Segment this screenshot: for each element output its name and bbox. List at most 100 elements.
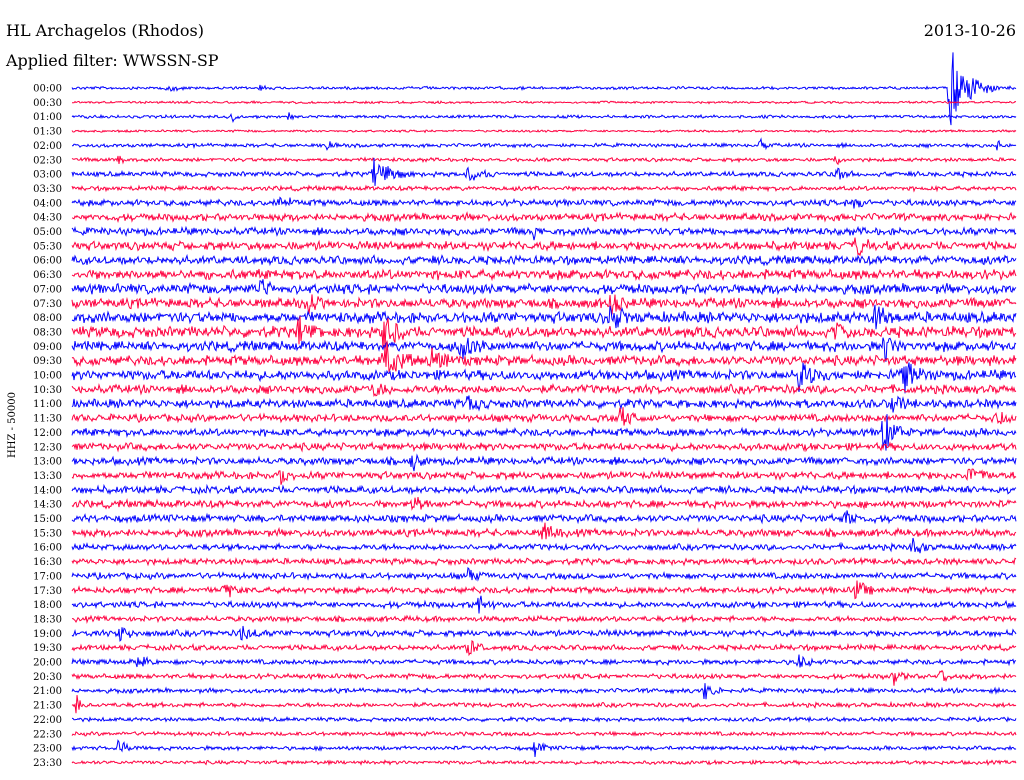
trace-line-1900 <box>71 625 1017 642</box>
row-time-label: 09:30 <box>33 356 62 367</box>
trace-line-0830 <box>71 316 1017 350</box>
trace-line-1000 <box>71 362 1017 394</box>
trace-line-0430 <box>71 211 1017 223</box>
row-time-label: 02:30 <box>33 155 62 166</box>
trace-line-0100 <box>71 112 1017 124</box>
trace-line-1730 <box>71 580 1017 600</box>
row-time-label: 00:00 <box>33 84 62 95</box>
trace-line-0530 <box>71 237 1017 257</box>
row-time-label: 14:30 <box>33 500 62 511</box>
trace-line-0130 <box>71 128 1017 134</box>
row-time-label: 07:00 <box>33 284 62 295</box>
row-time-label: 00:30 <box>33 98 62 109</box>
row-time-label: 21:30 <box>33 701 62 712</box>
row-time-label: 15:00 <box>33 514 62 525</box>
trace-line-0800 <box>71 304 1017 330</box>
row-time-label: 10:30 <box>33 385 62 396</box>
row-time-label: 16:00 <box>33 543 62 554</box>
row-time-label: 14:00 <box>33 485 62 496</box>
row-time-label: 05:30 <box>33 241 62 252</box>
trace-line-0730 <box>71 294 1017 315</box>
trace-line-2000 <box>71 654 1017 668</box>
trace-line-2100 <box>71 683 1017 700</box>
row-time-label: 11:30 <box>33 414 62 425</box>
row-time-label: 04:30 <box>33 213 62 224</box>
row-label-group: 00:00 00:30 01:00 01:30 02:00 02:30 03:00 03:30… <box>33 84 62 769</box>
row-time-label: 19:30 <box>33 643 62 654</box>
trace-line-1800 <box>71 595 1017 614</box>
trace-line-1700 <box>71 566 1017 582</box>
row-time-label: 10:00 <box>33 371 62 382</box>
trace-line-1400 <box>71 483 1017 496</box>
filter-label: Applied filter: WWSSN-SP <box>5 51 219 70</box>
row-time-label: 23:30 <box>33 758 62 769</box>
trace-line-1300 <box>71 453 1017 472</box>
trace-line-1430 <box>71 497 1017 511</box>
trace-line-0630 <box>71 267 1017 282</box>
row-time-label: 18:00 <box>33 600 62 611</box>
trace-line-2300 <box>71 739 1017 758</box>
row-time-label: 06:30 <box>33 270 62 281</box>
trace-line-1830 <box>71 614 1017 625</box>
trace-line-0030 <box>71 100 1017 105</box>
row-time-label: 02:00 <box>33 141 62 152</box>
trace-line-2130 <box>71 695 1017 714</box>
row-time-label: 16:30 <box>33 557 62 568</box>
row-time-label: 17:30 <box>33 586 62 597</box>
row-time-label: 11:00 <box>33 399 62 410</box>
trace-line-0700 <box>71 279 1017 296</box>
trace-line-0230 <box>71 155 1017 166</box>
row-time-label: 01:00 <box>33 112 62 123</box>
row-time-label: 23:00 <box>33 744 62 755</box>
row-time-label: 20:00 <box>33 658 62 669</box>
row-time-label: 03:00 <box>33 170 62 181</box>
trace-line-1530 <box>71 522 1017 540</box>
row-time-label: 08:00 <box>33 313 62 324</box>
row-time-label: 05:00 <box>33 227 62 238</box>
trace-line-1330 <box>71 468 1017 485</box>
trace-line-1930 <box>71 639 1017 657</box>
trace-line-1500 <box>71 510 1017 525</box>
row-time-label: 17:00 <box>33 571 62 582</box>
trace-line-2330 <box>71 759 1017 766</box>
chart-title: HL Archagelos (Rhodos) <box>6 21 204 40</box>
trace-line-2030 <box>71 669 1017 686</box>
trace-line-0330 <box>71 184 1017 193</box>
trace-line-2230 <box>71 730 1017 738</box>
row-time-label: 09:00 <box>33 342 62 353</box>
trace-line-0000 <box>71 52 1017 126</box>
trace-group <box>71 52 1017 766</box>
row-time-label: 13:00 <box>33 457 62 468</box>
row-time-label: 19:00 <box>33 629 62 640</box>
row-time-label: 07:30 <box>33 299 62 310</box>
row-time-label: 22:30 <box>33 729 62 740</box>
row-time-label: 12:00 <box>33 428 62 439</box>
trace-line-0400 <box>71 196 1017 209</box>
y-axis-label: HHZ - 50000 <box>7 392 18 458</box>
row-time-label: 20:30 <box>33 672 62 683</box>
trace-line-1200 <box>71 414 1017 451</box>
trace-line-1630 <box>71 556 1017 567</box>
row-time-label: 06:00 <box>33 256 62 267</box>
row-time-label: 21:00 <box>33 686 62 697</box>
trace-line-0200 <box>72 137 1017 151</box>
trace-line-0930 <box>71 340 1017 373</box>
trace-line-0900 <box>71 337 1017 362</box>
trace-line-0300 <box>71 157 1017 186</box>
trace-line-1100 <box>71 395 1017 413</box>
trace-line-1230 <box>71 440 1017 453</box>
row-time-label: 22:00 <box>33 715 62 726</box>
trace-line-2200 <box>71 715 1017 723</box>
trace-line-0600 <box>71 253 1017 267</box>
trace-line-0500 <box>71 225 1017 241</box>
chart-date: 2013-10-26 <box>924 21 1016 40</box>
row-time-label: 12:30 <box>33 442 62 453</box>
row-time-label: 18:30 <box>33 614 62 625</box>
row-time-label: 03:30 <box>33 184 62 195</box>
trace-line-1600 <box>71 537 1017 554</box>
trace-line-1030 <box>71 383 1017 397</box>
row-time-label: 08:30 <box>33 327 62 338</box>
row-time-label: 01:30 <box>33 127 62 138</box>
row-time-label: 15:30 <box>33 528 62 539</box>
